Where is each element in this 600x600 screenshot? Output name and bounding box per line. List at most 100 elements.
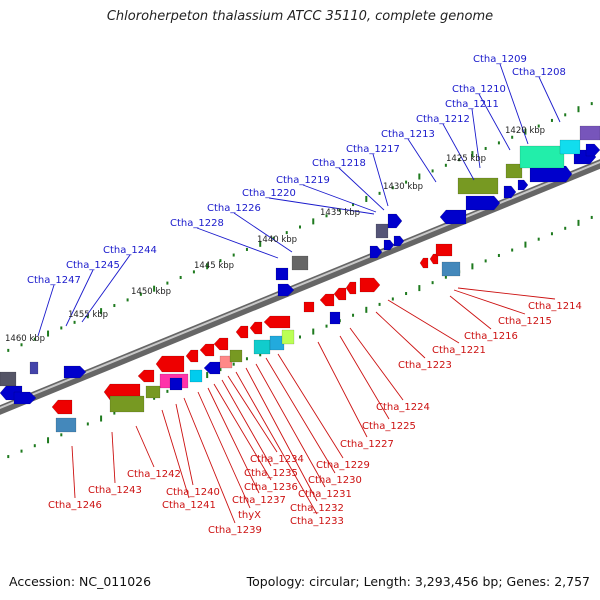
bottom-leader-line [317,341,368,438]
gene-feature[interactable] [393,235,405,247]
bottom-gene-label[interactable]: Ctha_1224 [376,402,430,413]
bottom-gene-label[interactable]: Ctha_1241 [162,500,216,511]
bottom-gene-label[interactable]: Ctha_1246 [48,500,102,511]
bottom-gene-label[interactable]: Ctha_1216 [464,331,518,342]
top-gene-label[interactable]: Ctha_1218 [312,158,366,169]
gene-feature[interactable] [137,369,155,383]
gene-feature[interactable] [303,301,315,313]
bottom-gene-label[interactable]: Ctha_1236 [244,482,298,493]
bottom-gene-label[interactable]: Ctha_1239 [208,525,262,536]
top-gene-label[interactable]: Ctha_1208 [512,67,566,78]
gene-feature[interactable] [63,365,87,379]
gene-feature[interactable] [203,361,221,375]
gene-feature[interactable] [329,311,341,325]
top-gene-label[interactable]: Ctha_1245 [66,260,120,271]
gene-feature[interactable] [387,213,403,229]
gene-feature[interactable] [375,223,389,239]
bottom-gene-label[interactable]: Ctha_1221 [432,345,486,356]
bottom-gene-label[interactable]: Ctha_1227 [340,439,394,450]
top-gene-label[interactable]: Ctha_1210 [452,84,506,95]
bottom-gene-label[interactable]: Ctha_1243 [88,485,142,496]
gene-feature[interactable] [263,315,291,329]
bottom-gene-label[interactable]: Ctha_1230 [308,475,362,486]
gene-feature[interactable] [457,177,499,195]
bottom-leader-line [265,357,336,474]
gene-feature[interactable] [189,369,203,383]
gene-feature[interactable] [253,339,271,355]
gene-feature[interactable] [185,349,199,363]
bottom-gene-label[interactable]: Ctha_1223 [398,360,452,371]
gene-feature[interactable] [435,243,453,257]
bottom-gene-label[interactable]: thyX [238,510,261,521]
gene-feature[interactable] [519,145,565,169]
bottom-gene-label[interactable]: Ctha_1225 [362,421,416,432]
gene-feature[interactable] [249,321,263,335]
gene-feature[interactable] [505,163,523,179]
bottom-gene-label[interactable]: Ctha_1214 [528,301,582,312]
gene-feature[interactable] [29,361,39,375]
gene-feature[interactable] [333,287,347,301]
gene-feature[interactable] [359,277,381,293]
bottom-gene-label[interactable]: Ctha_1240 [166,487,220,498]
gene-feature[interactable] [585,143,600,157]
bottom-gene-label[interactable]: Ctha_1233 [290,516,344,527]
upper-scale-tick [484,146,487,150]
gene-feature[interactable] [155,355,185,373]
gene-feature[interactable] [579,125,600,141]
top-leader-line [65,269,94,327]
gene-feature[interactable] [529,165,573,183]
upper-scale-tick [206,263,209,270]
top-gene-label[interactable]: Ctha_1212 [416,114,470,125]
lower-scale-tick [444,275,447,279]
gene-feature[interactable] [109,395,145,413]
bottom-gene-label[interactable]: Ctha_1232 [290,503,344,514]
top-gene-label[interactable]: Ctha_1244 [103,245,157,256]
gene-feature[interactable] [13,391,37,405]
gene-feature[interactable] [441,261,461,277]
gene-feature[interactable] [419,257,429,269]
gene-feature[interactable] [319,293,335,307]
bottom-gene-label[interactable]: Ctha_1242 [127,469,181,480]
gene-feature[interactable] [55,417,77,433]
bottom-gene-label[interactable]: Ctha_1234 [250,454,304,465]
top-gene-label[interactable]: Ctha_1211 [445,99,499,110]
top-gene-label[interactable]: Ctha_1220 [242,188,296,199]
gene-feature[interactable] [369,245,383,259]
bottom-gene-label[interactable]: Ctha_1237 [232,495,286,506]
top-gene-label[interactable]: Ctha_1228 [170,218,224,229]
top-gene-label[interactable]: Ctha_1226 [207,203,261,214]
top-gene-label[interactable]: Ctha_1247 [27,275,81,286]
gene-feature[interactable] [235,325,249,339]
gene-feature[interactable] [503,185,517,199]
gene-feature[interactable] [517,179,529,191]
gene-feature[interactable] [145,385,161,399]
gene-feature[interactable] [169,377,183,391]
top-gene-label[interactable]: Ctha_1219 [276,175,330,186]
gene-feature[interactable] [277,283,295,297]
gene-feature[interactable] [281,329,295,345]
gene-feature[interactable] [229,349,243,363]
gene-feature[interactable] [219,355,233,369]
gene-feature[interactable] [213,337,229,351]
gene-feature[interactable] [291,255,309,271]
top-gene-label[interactable]: Ctha_1217 [346,144,400,155]
gene-feature[interactable] [269,335,285,351]
gene-feature[interactable] [383,239,395,251]
bottom-gene-label[interactable]: Ctha_1231 [298,489,352,500]
bottom-gene-label[interactable]: Ctha_1229 [316,460,370,471]
gene-feature[interactable] [345,281,357,295]
gene-feature[interactable] [439,209,467,225]
bottom-gene-label[interactable]: Ctha_1235 [244,468,298,479]
top-gene-label[interactable]: Ctha_1213 [381,129,435,140]
map-title: Chloroherpeton thalassium ATCC 35110, co… [106,9,494,24]
gene-feature[interactable] [275,267,289,281]
gene-feature[interactable] [51,399,73,415]
gene-feature[interactable] [559,139,581,155]
gene-feature[interactable] [465,195,501,211]
top-gene-label[interactable]: Ctha_1209 [473,54,527,65]
upper-scale-tick [338,208,341,212]
gene-feature[interactable] [0,371,17,387]
bottom-gene-label[interactable]: Ctha_1215 [498,316,552,327]
gene-feature[interactable] [199,343,215,357]
